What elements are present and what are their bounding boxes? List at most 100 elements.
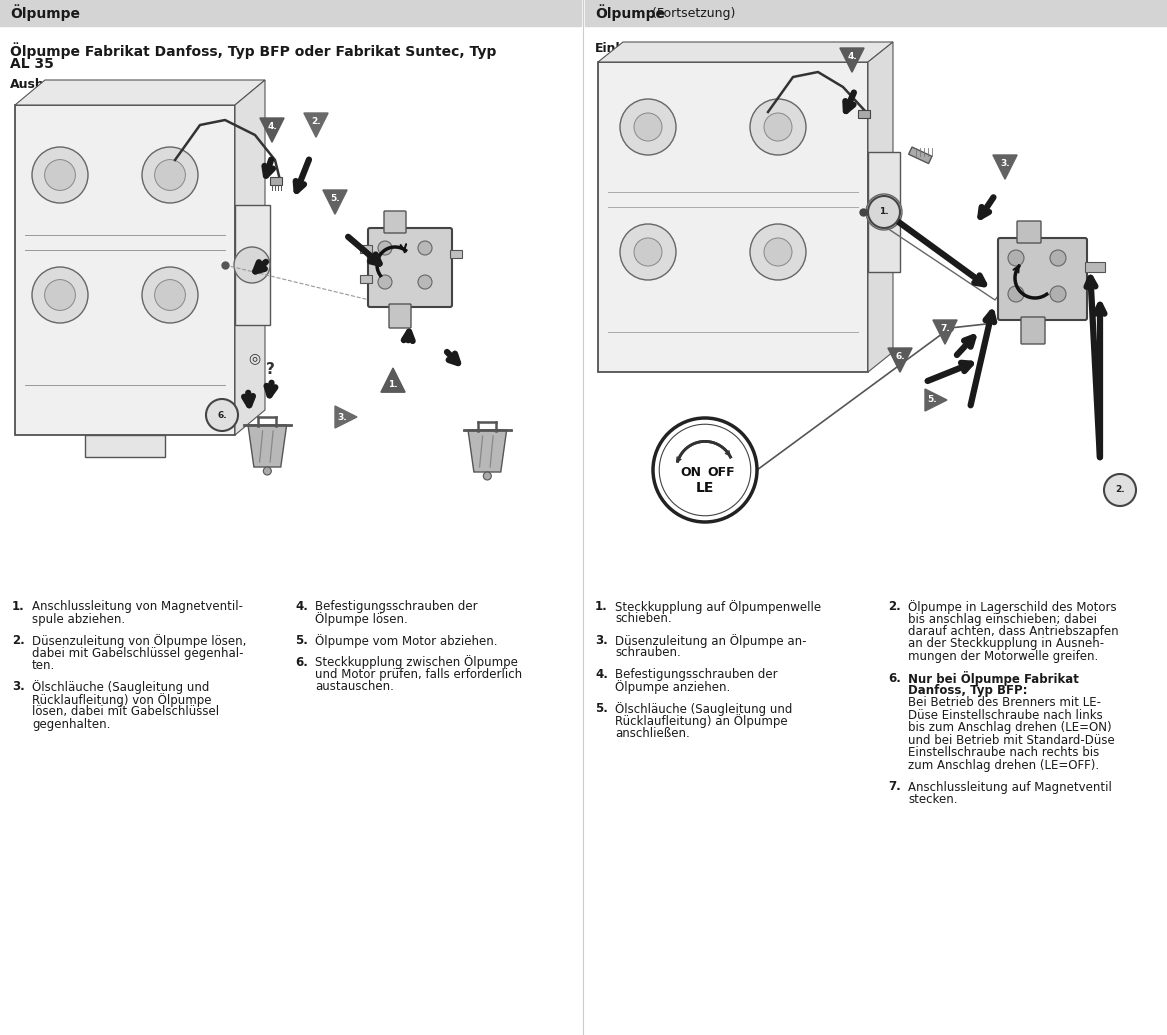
Text: 3.: 3. [595,634,608,647]
Circle shape [264,467,271,475]
Text: zum Anschlag drehen (LE=OFF).: zum Anschlag drehen (LE=OFF). [908,759,1099,772]
Polygon shape [323,190,347,214]
Bar [270,177,282,185]
Text: 3.: 3. [337,413,347,421]
Circle shape [750,99,806,155]
Polygon shape [303,113,328,138]
Text: Ölschläuche (Saugleitung und: Ölschläuche (Saugleitung und [32,680,209,694]
Text: Einstellschraube nach rechts bis: Einstellschraube nach rechts bis [908,746,1099,760]
Circle shape [764,238,792,266]
Circle shape [142,267,198,323]
Text: spule abziehen.: spule abziehen. [32,613,125,625]
Circle shape [634,238,662,266]
Bar [235,205,270,325]
Text: 5.: 5. [928,395,937,405]
Text: ?: ? [266,362,274,378]
Text: Ölpumpe Fabrikat Danfoss, Typ BFP oder Fabrikat Suntec, Typ: Ölpumpe Fabrikat Danfoss, Typ BFP oder F… [11,42,496,59]
Bar [15,105,235,435]
Circle shape [764,113,792,141]
Text: 6.: 6. [895,352,904,360]
Polygon shape [235,80,265,435]
Polygon shape [993,155,1018,179]
Text: stecken.: stecken. [908,793,957,806]
Text: Danfoss, Typ BFP:: Danfoss, Typ BFP: [908,684,1027,697]
Text: schrauben.: schrauben. [615,647,680,659]
Polygon shape [335,406,357,428]
Text: 6.: 6. [888,672,901,684]
Text: bis anschlag einschieben; dabei: bis anschlag einschieben; dabei [908,613,1097,625]
Polygon shape [468,430,506,472]
Circle shape [620,99,676,155]
Circle shape [32,267,88,323]
Text: OFF: OFF [707,466,735,478]
Circle shape [207,400,238,431]
Text: darauf achten, dass Antriebszapfen: darauf achten, dass Antriebszapfen [908,625,1119,638]
Bar [868,152,900,272]
Text: 1.: 1. [389,380,398,388]
Circle shape [418,241,432,255]
Text: ten.: ten. [32,659,55,672]
Text: Ölpumpe anziehen.: Ölpumpe anziehen. [615,680,731,694]
Bar [858,110,871,118]
Text: Bei Betrieb des Brenners mit LE-: Bei Betrieb des Brenners mit LE- [908,697,1100,710]
Text: 5.: 5. [330,194,340,203]
Polygon shape [15,80,265,105]
Text: 6.: 6. [295,655,308,669]
FancyBboxPatch shape [368,228,452,307]
Text: Ölschläuche (Saugleitung und: Ölschläuche (Saugleitung und [615,702,792,716]
Text: 4.: 4. [847,52,857,61]
Text: lösen, dabei mit Gabelschlüssel: lösen, dabei mit Gabelschlüssel [32,706,219,718]
Text: Ölpumpe vom Motor abziehen.: Ölpumpe vom Motor abziehen. [315,634,497,648]
Text: anschließen.: anschließen. [615,727,690,740]
Text: dabei mit Gabelschlüssel gegenhal-: dabei mit Gabelschlüssel gegenhal- [32,647,244,659]
Text: Ölpumpe in Lagerschild des Motors: Ölpumpe in Lagerschild des Motors [908,600,1117,614]
Bar [359,275,372,283]
Text: 4.: 4. [267,121,277,130]
Polygon shape [380,368,405,392]
Text: Einbau: Einbau [595,42,643,55]
Text: 5.: 5. [595,702,608,715]
Text: 2.: 2. [888,600,901,613]
Text: mungen der Motorwelle greifen.: mungen der Motorwelle greifen. [908,650,1098,663]
Bar [1085,262,1105,272]
FancyBboxPatch shape [389,304,411,328]
FancyBboxPatch shape [1021,317,1044,344]
Text: 2.: 2. [312,117,321,125]
Circle shape [750,224,806,280]
Text: Düsenzuleitung an Ölpumpe an-: Düsenzuleitung an Ölpumpe an- [615,634,806,648]
Text: 7.: 7. [888,780,901,794]
Text: Steckkupplung zwischen Ölpumpe: Steckkupplung zwischen Ölpumpe [315,655,518,670]
Circle shape [154,159,186,190]
Circle shape [418,275,432,289]
Polygon shape [249,425,287,467]
Text: ◎: ◎ [247,351,260,365]
Circle shape [1050,286,1065,302]
Text: 4.: 4. [295,600,308,613]
Circle shape [32,147,88,203]
Text: 2.: 2. [1116,485,1125,495]
Text: Ölpumpe: Ölpumpe [11,4,81,22]
Circle shape [142,147,198,203]
Circle shape [378,241,392,255]
Text: Ölpumpe lösen.: Ölpumpe lösen. [315,613,407,626]
Polygon shape [868,42,893,372]
Text: Steckkupplung auf Ölpumpenwelle: Steckkupplung auf Ölpumpenwelle [615,600,822,614]
FancyBboxPatch shape [1016,221,1041,243]
Circle shape [620,224,676,280]
Polygon shape [888,348,913,373]
Text: 2.: 2. [12,634,25,647]
Text: Anschlussleitung von Magnetventil-: Anschlussleitung von Magnetventil- [32,600,243,613]
Circle shape [378,275,392,289]
Text: 4.: 4. [595,668,608,681]
Text: Ölpumpe: Ölpumpe [595,4,665,22]
Text: 3.: 3. [12,680,25,693]
Polygon shape [598,42,893,62]
Text: (Fortsetzung): (Fortsetzung) [648,6,735,20]
Text: austauschen.: austauschen. [315,680,394,693]
Text: LE: LE [696,481,714,495]
Circle shape [659,424,750,515]
Text: Befestigungsschrauben der: Befestigungsschrauben der [615,668,777,681]
Bar [85,435,165,457]
Text: Rücklaufleitung) an Ölpumpe: Rücklaufleitung) an Ölpumpe [615,714,788,729]
Circle shape [1008,250,1023,266]
